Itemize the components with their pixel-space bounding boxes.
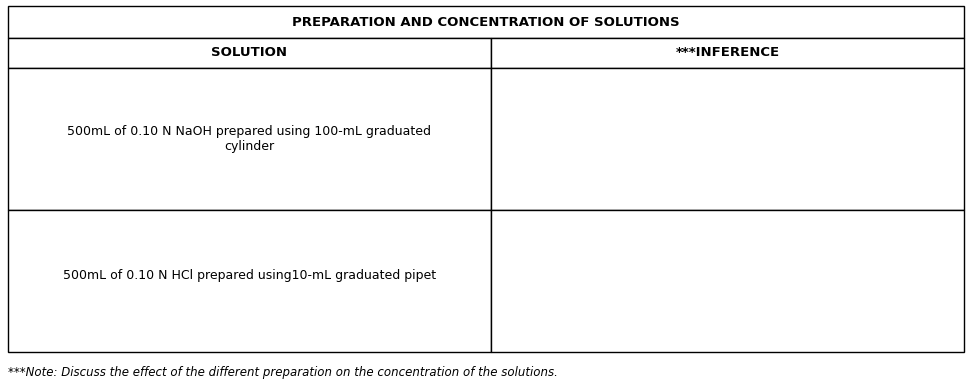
Bar <box>8 38 491 68</box>
Text: PREPARATION AND CONCENTRATION OF SOLUTIONS: PREPARATION AND CONCENTRATION OF SOLUTIO… <box>293 16 679 28</box>
Bar <box>491 68 964 210</box>
Bar <box>8 210 491 352</box>
Text: ***Note: Discuss the effect of the different preparation on the concentration of: ***Note: Discuss the effect of the diffe… <box>8 366 558 379</box>
Bar <box>491 210 964 352</box>
Text: SOLUTION: SOLUTION <box>211 47 288 59</box>
Bar <box>8 68 491 210</box>
Text: ***INFERENCE: ***INFERENCE <box>676 47 780 59</box>
Bar <box>491 38 964 68</box>
Bar <box>8 6 964 38</box>
Text: 500mL of 0.10 N HCl prepared using10-mL graduated pipet: 500mL of 0.10 N HCl prepared using10-mL … <box>63 270 436 282</box>
Text: 500mL of 0.10 N NaOH prepared using 100-mL graduated
cylinder: 500mL of 0.10 N NaOH prepared using 100-… <box>67 125 432 153</box>
